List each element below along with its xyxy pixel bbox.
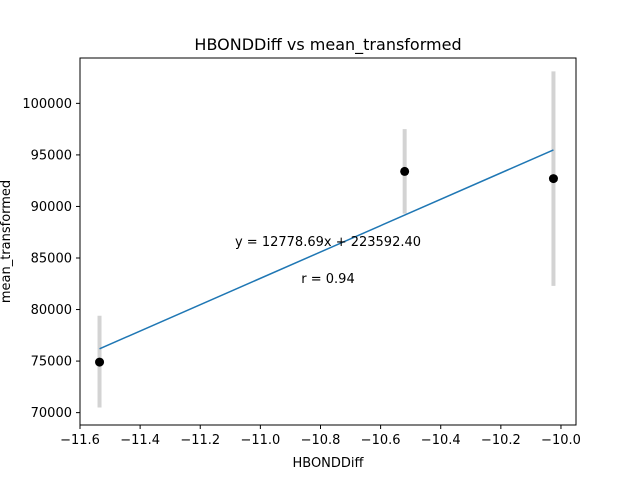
data-point-3 [548,174,558,184]
regression-equation: y = 12778.69x + 223592.40 [235,235,421,250]
y-axis-label: mean_transformed [0,180,14,303]
data-points [95,166,558,367]
y-tick-label: 75000 [31,355,72,370]
regression-line [99,149,554,350]
x-tick-label: −11.2 [180,433,220,448]
plot-frame [79,57,577,426]
y-tick-label: 90000 [31,200,72,215]
data-point-1 [95,357,105,367]
x-tick-label: −11.0 [240,433,280,448]
chart-title: HBONDDiff vs mean_transformed [194,35,461,55]
data-point-2 [400,166,410,176]
x-tick-label: −10.0 [541,433,581,448]
x-tick-label: −10.8 [301,433,341,448]
y-tick-label: 85000 [31,251,72,266]
x-tick-label: −10.4 [421,433,461,448]
x-tick-label: −11.4 [120,433,160,448]
y-tick-label: 100000 [22,97,72,112]
y-tick-label: 95000 [31,148,72,163]
y-tick-label: 70000 [31,406,72,421]
x-axis-ticks: −11.6 −11.4 −11.2 −11.0 −10.8 −10.6 −10.4 −10.2… [60,425,581,448]
correlation-label: r = 0.94 [301,272,354,287]
x-tick-label: −10.6 [361,433,401,448]
x-axis-label: HBONDDiff [292,456,364,471]
y-tick-label: 80000 [31,303,72,318]
x-tick-label: −11.6 [60,433,100,448]
y-axis-ticks: 70000 75000 80000 85000 90000 95000 100000 [22,97,80,421]
x-tick-label: −10.2 [481,433,521,448]
